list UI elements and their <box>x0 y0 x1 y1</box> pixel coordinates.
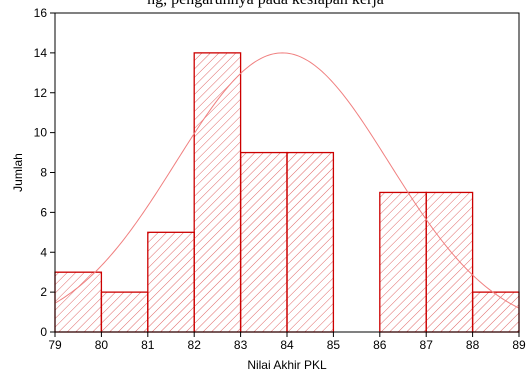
y-tick-label: 4 <box>40 245 47 259</box>
y-tick-label: 10 <box>34 126 48 140</box>
histogram-bar-87-88 <box>425 191 474 333</box>
y-tick-label: 8 <box>40 166 47 180</box>
y-tick-label: 14 <box>34 46 48 60</box>
histogram-bar-86-87 <box>379 191 427 333</box>
x-tick-label: 79 <box>48 338 62 352</box>
y-tick-label: 0 <box>40 325 47 339</box>
x-tick-label: 83 <box>234 338 248 352</box>
y-tick-label: 16 <box>34 6 48 20</box>
histogram-bar-83-84 <box>239 151 288 333</box>
y-tick-label: 2 <box>40 285 47 299</box>
x-tick-label: 84 <box>280 338 294 352</box>
histogram-bar-79-80 <box>54 271 103 333</box>
x-tick-label: 87 <box>420 338 434 352</box>
histogram-bars <box>54 52 520 333</box>
x-axis-title: Nilai Akhir PKL <box>247 358 327 372</box>
x-tick-label: 88 <box>466 338 480 352</box>
histogram-bar-88-89 <box>471 291 520 333</box>
histogram-bar-82-83 <box>193 52 242 333</box>
y-tick-label: 6 <box>40 205 47 219</box>
y-axis-title: Jumlah <box>11 153 25 192</box>
normal-distribution-curve <box>54 52 520 309</box>
x-tick-label: 82 <box>188 338 202 352</box>
x-tick-label: 81 <box>141 338 155 352</box>
histogram-bar-84-85 <box>286 151 335 333</box>
y-axis: 0 2 4 6 8 10 12 14 16 <box>34 6 55 339</box>
y-tick-label: 12 <box>34 86 48 100</box>
x-tick-label: 86 <box>373 338 387 352</box>
histogram-bar-80-81 <box>100 291 149 333</box>
top-caption-text: ng, pengaruhnya pada kesiapan kerja <box>0 0 531 9</box>
x-tick-label: 80 <box>95 338 109 352</box>
x-tick-label: 85 <box>327 338 341 352</box>
x-axis: 79 80 81 82 83 84 85 86 87 88 89 <box>48 332 526 352</box>
histogram-bar-81-82 <box>147 231 195 333</box>
x-tick-label: 89 <box>512 338 526 352</box>
